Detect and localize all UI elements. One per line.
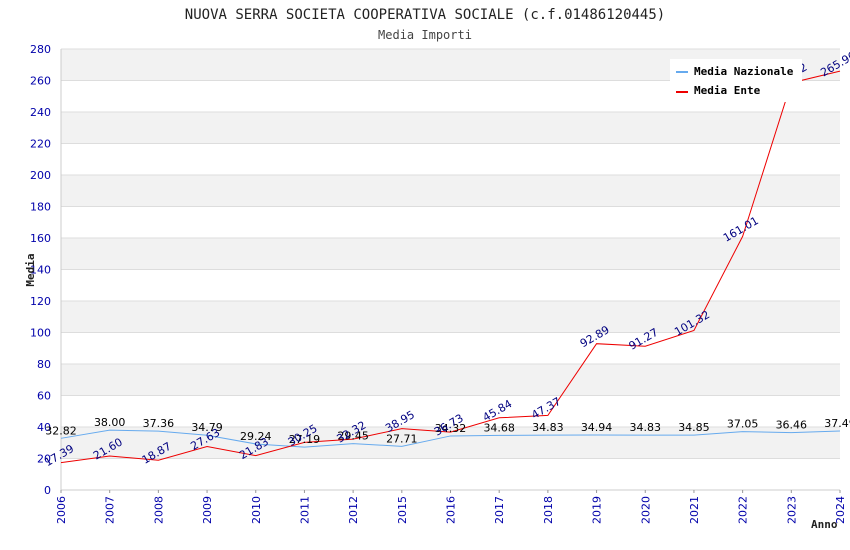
- y-tick-label: 20: [37, 453, 51, 466]
- y-tick-label: 0: [44, 484, 51, 497]
- y-tick-label: 160: [30, 232, 51, 245]
- x-tick-label: 2020: [639, 496, 652, 524]
- data-label-media-nazionale: 34.83: [532, 421, 564, 434]
- x-tick-label: 2007: [104, 496, 117, 524]
- legend: Media Nazionale Media Ente: [670, 59, 802, 102]
- legend-label-media-ente: Media Ente: [694, 84, 761, 97]
- y-tick-label: 40: [37, 421, 51, 434]
- plot-bands: [61, 49, 840, 459]
- data-label-media-nazionale: 27.19: [289, 433, 321, 446]
- chart-subtitle: Media Importi: [378, 28, 472, 42]
- x-tick-label: 2006: [55, 496, 68, 524]
- x-tick-label: 2017: [493, 496, 506, 524]
- x-axis-label: Anno: [811, 518, 838, 531]
- plot-band: [61, 364, 840, 396]
- x-tick-label: 2024: [834, 496, 847, 524]
- x-tick-label: 2011: [298, 496, 311, 524]
- x-tick-label: 2009: [201, 496, 214, 524]
- data-label-media-nazionale: 37.49: [824, 417, 850, 430]
- x-tick-label: 2023: [785, 496, 798, 524]
- y-tick-label: 220: [30, 138, 51, 151]
- y-tick-label: 140: [30, 264, 51, 277]
- data-label-media-nazionale: 29.45: [337, 430, 369, 443]
- x-tick-label: 2012: [347, 496, 360, 524]
- plot-band: [61, 112, 840, 144]
- plot-band: [61, 238, 840, 270]
- data-label-media-nazionale: 37.36: [143, 417, 175, 430]
- y-tick-label: 120: [30, 295, 51, 308]
- legend-label-media-nazionale: Media Nazionale: [694, 65, 794, 78]
- data-label-media-nazionale: 38.00: [94, 416, 126, 429]
- x-tick-label: 2008: [152, 496, 165, 524]
- y-tick-label: 100: [30, 327, 51, 340]
- data-label-media-ente: 17.39: [42, 442, 76, 469]
- y-tick-label: 80: [37, 358, 51, 371]
- x-tick-label: 2019: [591, 496, 604, 524]
- x-tick-label: 2018: [542, 496, 555, 524]
- series-line-media-nazionale: [60, 429, 841, 448]
- data-label-media-nazionale: 29.24: [240, 430, 272, 443]
- chart-title: NUOVA SERRA SOCIETA COOPERATIVA SOCIALE …: [185, 7, 665, 23]
- plot-band: [61, 175, 840, 207]
- x-tick-label: 2022: [737, 496, 750, 524]
- x-ticks: 2006 2007 2008 2009 2010 2011 2012 2015 2016 2017…: [55, 490, 847, 524]
- y-tick-label: 200: [30, 169, 51, 182]
- x-tick-label: 2010: [250, 496, 263, 524]
- data-label-media-nazionale: 32.82: [45, 424, 77, 437]
- data-label-media-ente: 45.84: [481, 397, 515, 424]
- y-tick-label: 260: [30, 75, 51, 88]
- data-label-media-nazionale: 34.32: [435, 422, 467, 435]
- x-tick-label: 2016: [445, 496, 458, 524]
- y-axis-label: Media: [24, 253, 37, 286]
- data-label-media-nazionale: 34.79: [191, 421, 223, 434]
- series-lines: [60, 70, 841, 464]
- data-label-media-nazionale: 27.71: [386, 432, 418, 445]
- data-label-media-nazionale: 37.05: [727, 418, 759, 431]
- legend-box: [670, 59, 802, 102]
- data-label-media-nazionale: 34.83: [630, 421, 662, 434]
- y-ticks: 0 20 40 60 80 100 120 140 160 180 200 220 240 260 280: [30, 43, 51, 497]
- y-tick-label: 180: [30, 201, 51, 214]
- data-label-media-nazionale: 34.68: [483, 421, 515, 434]
- data-label-media-nazionale: 36.46: [776, 419, 808, 432]
- x-tick-label: 2021: [688, 496, 701, 524]
- grid-lines: [61, 48, 840, 491]
- data-label-media-nazionale: 34.94: [581, 421, 613, 434]
- y-tick-label: 240: [30, 106, 51, 119]
- data-label-media-ente: 47.37: [529, 395, 563, 422]
- y-tick-label: 60: [37, 390, 51, 403]
- y-tick-label: 280: [30, 43, 51, 56]
- plot-band: [61, 301, 840, 333]
- series-line-media-ente: [60, 70, 841, 464]
- x-tick-label: 2015: [396, 496, 409, 524]
- data-label-media-nazionale: 34.85: [678, 421, 710, 434]
